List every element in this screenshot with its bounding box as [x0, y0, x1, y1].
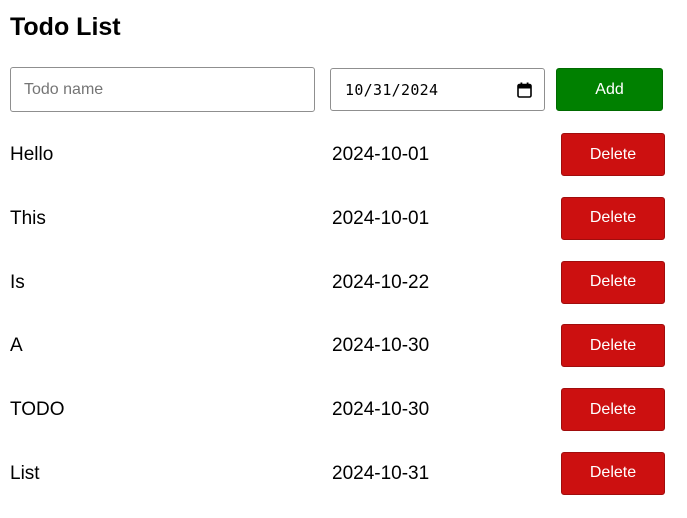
delete-button[interactable]: Delete	[561, 260, 665, 304]
todo-row: Hello 2024-10-01 Delete	[0, 124, 687, 188]
todo-name: Is	[10, 271, 25, 293]
delete-button[interactable]: Delete	[561, 196, 665, 240]
calendar-icon[interactable]	[517, 82, 532, 98]
todo-date-input[interactable]: 10/31/2024	[330, 68, 545, 111]
todo-name: Hello	[10, 144, 54, 165]
todo-date: 2024-10-22	[332, 271, 430, 293]
date-value: 10/31/2024	[345, 80, 439, 99]
todo-name: A	[10, 335, 23, 357]
todo-row: A 2024-10-30 Delete	[0, 315, 687, 379]
todo-date: 2024-10-30	[332, 399, 430, 421]
todo-name: TODO	[10, 399, 65, 421]
page-title: Todo List	[10, 13, 121, 41]
add-button[interactable]: Add	[556, 68, 663, 111]
todo-list: Hello 2024-10-01 Delete This 2024-10-01 …	[0, 124, 687, 507]
todo-date: 2024-10-01	[332, 144, 430, 165]
todo-date: 2024-10-31	[332, 462, 430, 484]
todo-row: List 2024-10-31 Delete	[0, 443, 687, 507]
delete-button[interactable]: Delete	[561, 388, 665, 432]
delete-button[interactable]: Delete	[561, 324, 665, 368]
todo-row: TODO 2024-10-30 Delete	[0, 379, 687, 443]
todo-date: 2024-10-30	[332, 335, 430, 357]
todo-row: Is 2024-10-22 Delete	[0, 252, 687, 316]
todo-date: 2024-10-01	[332, 207, 430, 229]
todo-name-input[interactable]	[10, 67, 315, 112]
todo-row: This 2024-10-01 Delete	[0, 188, 687, 252]
delete-button[interactable]: Delete	[561, 133, 665, 176]
delete-button[interactable]: Delete	[561, 451, 665, 495]
todo-name: This	[10, 207, 46, 229]
todo-name: List	[10, 462, 40, 484]
